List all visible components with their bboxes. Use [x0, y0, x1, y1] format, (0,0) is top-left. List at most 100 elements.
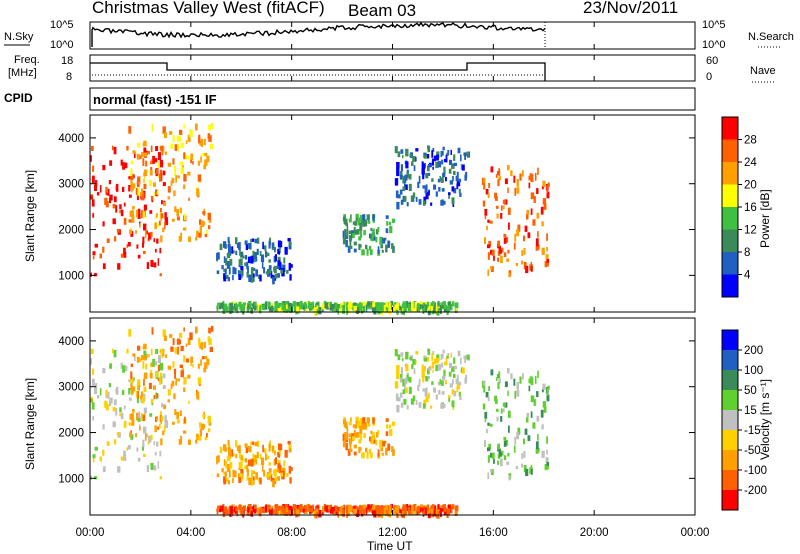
- heatmap-cell: [394, 381, 399, 389]
- heatmap-cell: [116, 432, 120, 436]
- heatmap-cell: [227, 447, 231, 451]
- heatmap-cell: [99, 253, 102, 259]
- heatmap-cell: [199, 428, 202, 437]
- heatmap-cell: [340, 505, 343, 511]
- heatmap-cell: [403, 510, 405, 519]
- heatmap-cell: [312, 504, 315, 509]
- heatmap-cell: [495, 205, 499, 209]
- heatmap-cell: [431, 150, 434, 158]
- heatmap-cell: [282, 306, 286, 311]
- heatmap-cell: [252, 273, 255, 278]
- heatmap-cell: [353, 302, 356, 306]
- heatmap-cell: [285, 510, 289, 516]
- heatmap-cell: [235, 250, 238, 256]
- heatmap-cell: [495, 408, 499, 412]
- heatmap-cell: [255, 256, 258, 262]
- heatmap-cell: [449, 383, 453, 388]
- heatmap-cell: [190, 153, 194, 160]
- heatmap-cell: [348, 218, 352, 223]
- heatmap-cell: [362, 214, 366, 221]
- heatmap-cell: [408, 386, 412, 394]
- heatmap-cell: [262, 508, 265, 513]
- heatmap-cell: [151, 327, 154, 335]
- heatmap-cell: [443, 166, 446, 175]
- heatmap-cell: [92, 458, 95, 463]
- heatmap-cell: [504, 199, 508, 205]
- heatmap-cell: [437, 364, 442, 371]
- heatmap-cell: [404, 383, 406, 391]
- heatmap-cell: [441, 150, 444, 156]
- heatmap-cell: [496, 416, 499, 422]
- heatmap-cell: [363, 229, 366, 236]
- heatmap-cell: [504, 402, 508, 408]
- heatmap-cell: [244, 465, 248, 470]
- heatmap-cell: [145, 160, 148, 167]
- heatmap-cell: [138, 358, 142, 362]
- heatmap-cell: [447, 150, 450, 156]
- heatmap-cell: [179, 207, 182, 214]
- heatmap-cell: [466, 151, 470, 157]
- heatmap-cell: [196, 230, 199, 237]
- heatmap-cell: [190, 361, 193, 367]
- heatmap-cell: [387, 443, 390, 451]
- heatmap-cell: [217, 455, 220, 462]
- heatmap-cell: [187, 374, 191, 379]
- heatmap-cell: [252, 453, 255, 462]
- heatmap-cell: [167, 389, 171, 396]
- heatmap-cell: [244, 443, 248, 448]
- heatmap-cell: [346, 306, 348, 315]
- heatmap-cell: [412, 192, 416, 199]
- heatmap-cell: [402, 307, 404, 312]
- heatmap-cell: [155, 146, 159, 152]
- heatmap-cell: [180, 232, 183, 241]
- heatmap-cell: [140, 152, 144, 158]
- heatmap-cell: [446, 307, 449, 315]
- nsearch-label: N.Search: [748, 31, 794, 43]
- heatmap-cell: [490, 452, 492, 458]
- heatmap-cell: [346, 229, 349, 238]
- heatmap-cell: [415, 148, 419, 152]
- heatmap-cell: [302, 508, 305, 512]
- heatmap-cell: [373, 235, 376, 241]
- heatmap-cell: [136, 153, 140, 160]
- velocity-y-label: Slant Range [km]: [23, 378, 37, 470]
- heatmap-cell: [404, 504, 407, 512]
- heatmap-cell: [288, 304, 291, 313]
- heatmap-cell: [528, 385, 531, 392]
- heatmap-cell: [106, 192, 109, 196]
- heatmap-cell: [155, 213, 157, 220]
- heatmap-cell: [435, 191, 438, 197]
- heatmap-cell: [164, 415, 167, 423]
- heatmap-cell: [203, 367, 207, 373]
- heatmap-cell: [278, 251, 281, 255]
- heatmap-cell: [277, 463, 281, 471]
- heatmap-cell: [274, 306, 278, 312]
- heatmap-cell: [525, 429, 527, 435]
- heatmap-cell: [142, 346, 145, 350]
- heatmap-cell: [216, 473, 220, 478]
- heatmap-cell: [128, 176, 132, 180]
- heatmap-cell: [288, 243, 292, 250]
- heatmap-cell: [394, 507, 398, 513]
- heatmap-cell: [116, 386, 119, 395]
- heatmap-cell: [268, 306, 272, 312]
- heatmap-cell: [421, 304, 424, 309]
- heatmap-cell: [150, 370, 153, 374]
- heatmap-cell: [442, 375, 446, 381]
- heatmap-cell: [366, 214, 370, 221]
- heatmap-cell: [358, 236, 362, 241]
- heatmap-cell: [457, 147, 461, 154]
- heatmap-cell: [126, 447, 128, 451]
- heatmap-cell: [347, 448, 351, 456]
- heatmap-cell: [259, 251, 262, 257]
- heatmap-cell: [141, 210, 144, 219]
- heatmap-cell: [316, 305, 319, 310]
- heatmap-cell: [536, 188, 539, 194]
- heatmap-cell: [500, 213, 503, 219]
- heatmap-cell: [434, 302, 437, 308]
- heatmap-cell: [190, 356, 194, 363]
- heatmap-cell: [180, 370, 184, 378]
- heatmap-cell: [543, 203, 547, 210]
- heatmap-cell: [167, 196, 170, 200]
- heatmap-cell: [180, 142, 184, 149]
